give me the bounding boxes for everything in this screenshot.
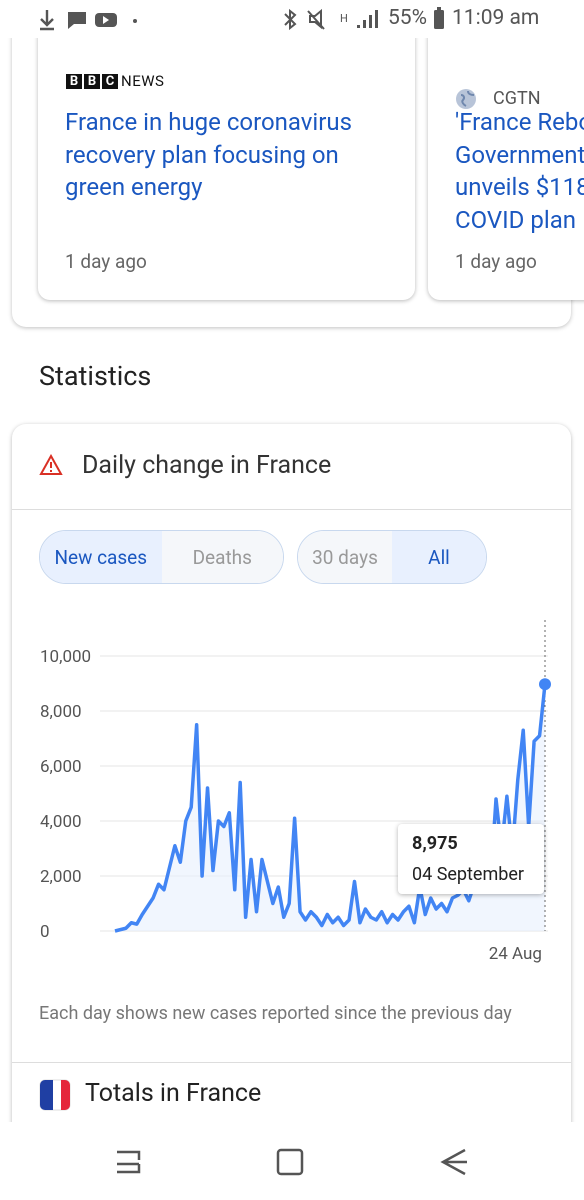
flag-icon [39,1079,71,1111]
nav-icons [117,1148,467,1176]
chart: 0 2,000 4,000 6,000 8,000 10,000 24 Aug [40,620,551,964]
home-button[interactable] [276,1148,304,1176]
battery: 55% [388,6,427,30]
section-title: Statistics [39,360,152,392]
notification-icons [40,10,137,31]
tab[interactable]: Deaths [161,531,283,583]
area [115,684,545,931]
clock: 11:09 am [452,6,540,30]
battery-icon [434,7,444,29]
tab[interactable]: All [392,531,486,583]
source-name: CGTN [493,88,541,109]
card-title: Daily change in France [82,451,332,480]
y-tick-label: 10,000 [40,647,91,667]
tab[interactable]: 30 days [298,531,392,583]
recent-button[interactable] [117,1150,141,1174]
footnote: Each day shows new cases reported since … [39,1003,512,1024]
news-title: 'France Rebounds' Government unveils $11… [455,108,584,234]
news-title: France in huge coronavirus recovery plan… [65,108,353,201]
point [539,678,551,691]
totals-title: Totals in France [85,1079,262,1108]
news-time: 1 day ago [65,250,147,273]
stats-card: Daily change in France New cases Deaths … [12,424,571,1184]
back-button[interactable] [440,1148,467,1176]
y-tick-label: 4,000 [40,812,82,832]
y-tick-label: 0 [40,922,50,942]
x-tick-label: 24 Aug [489,944,542,964]
tooltip-date: 04 September [412,864,525,885]
globe-icon [456,89,476,109]
metric-toggle: New cases Deaths [39,530,284,584]
tab[interactable]: New cases [40,531,162,583]
y-tick-label: 8,000 [40,702,82,722]
news-card[interactable]: CGTN 'France Rebounds' Government unveil… [428,20,584,300]
source-name: NEWS [121,72,165,90]
system-icons: H [284,8,378,31]
news-time: 1 day ago [455,250,537,273]
status-bar: H 55% 11:09 am [0,0,584,38]
y-tick-label: 2,000 [40,867,82,887]
range-toggle: 30 days All [297,530,487,584]
news-card[interactable]: B B C NEWS France in huge coronavirus re… [38,20,415,300]
nav-bar [0,1122,584,1200]
svg-text:H: H [340,12,348,25]
warning-icon [39,454,63,475]
y-tick-label: 6,000 [40,757,82,777]
tooltip-value: 8,975 [412,833,458,854]
source: B B C NEWS [66,72,164,90]
tooltip: 8,975 04 September [398,824,544,894]
